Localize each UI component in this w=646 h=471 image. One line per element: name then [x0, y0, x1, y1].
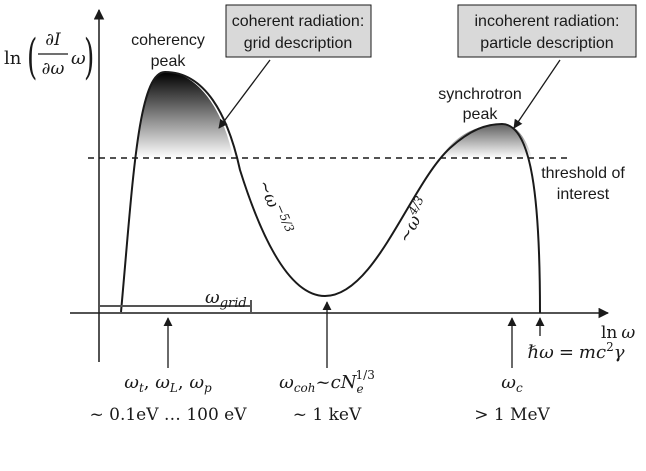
energy-label-critical: > 1 MeV [474, 405, 550, 425]
y-axis-label-prefix: ln [4, 48, 22, 69]
synchrotron-peak-fill [440, 124, 532, 158]
incoherent-pointer [513, 59, 561, 129]
slope-rising-label: ~ω4/3 [392, 193, 435, 246]
tick-label-plasma: ωt, ωL, ωp [124, 372, 212, 395]
coherency-peak-fill [121, 72, 233, 158]
grid-frequency-label: ωgrid [205, 287, 247, 311]
coherent-box-line1: coherent radiation: [232, 13, 365, 30]
synchrotron-peak-line2: peak [463, 106, 499, 123]
coherent-box [225, 4, 372, 58]
spectrum-curve [120, 70, 541, 314]
threshold-label-line2: interest [557, 186, 610, 203]
incoherent-box-line1: incoherent radiation: [475, 13, 620, 30]
coherency-peak-line2: peak [151, 53, 187, 70]
energy-label-plasma: ~ 0.1eV … 100 eV [89, 405, 247, 425]
y-axis-label-denominator: ∂ω [42, 59, 65, 79]
tick-label-critical: ωc [501, 372, 523, 395]
y-axis-close-paren: ) [84, 30, 94, 86]
incoherent-box-line2: particle description [480, 35, 613, 52]
synchrotron-peak-line1: synchrotron [438, 86, 522, 103]
peak-shading [121, 72, 532, 158]
energy-label-coherent: ~ 1 keV [293, 405, 362, 425]
coherency-peak-line1: coherency [131, 32, 205, 49]
tick-label-coherent: ωcoh~cNe1/3 [279, 368, 375, 396]
coherent-pointer [218, 59, 271, 129]
y-axis-open-paren: ( [27, 30, 37, 86]
slope-falling-label: ~ω−5/3 [253, 176, 297, 238]
y-axis-label-numerator: ∂I [45, 30, 61, 50]
y-axis-label-suffix: ω [71, 48, 86, 69]
tick-label-max-energy: ℏω = mc2γ [528, 340, 625, 363]
x-axis-label: ln ω [601, 323, 635, 343]
incoherent-box [457, 4, 637, 58]
y-axis-label: ln ( ∂I ∂ω ω ) [4, 30, 94, 86]
coherent-box-line2: grid description [244, 35, 353, 52]
threshold-label-line1: threshold of [541, 165, 625, 182]
